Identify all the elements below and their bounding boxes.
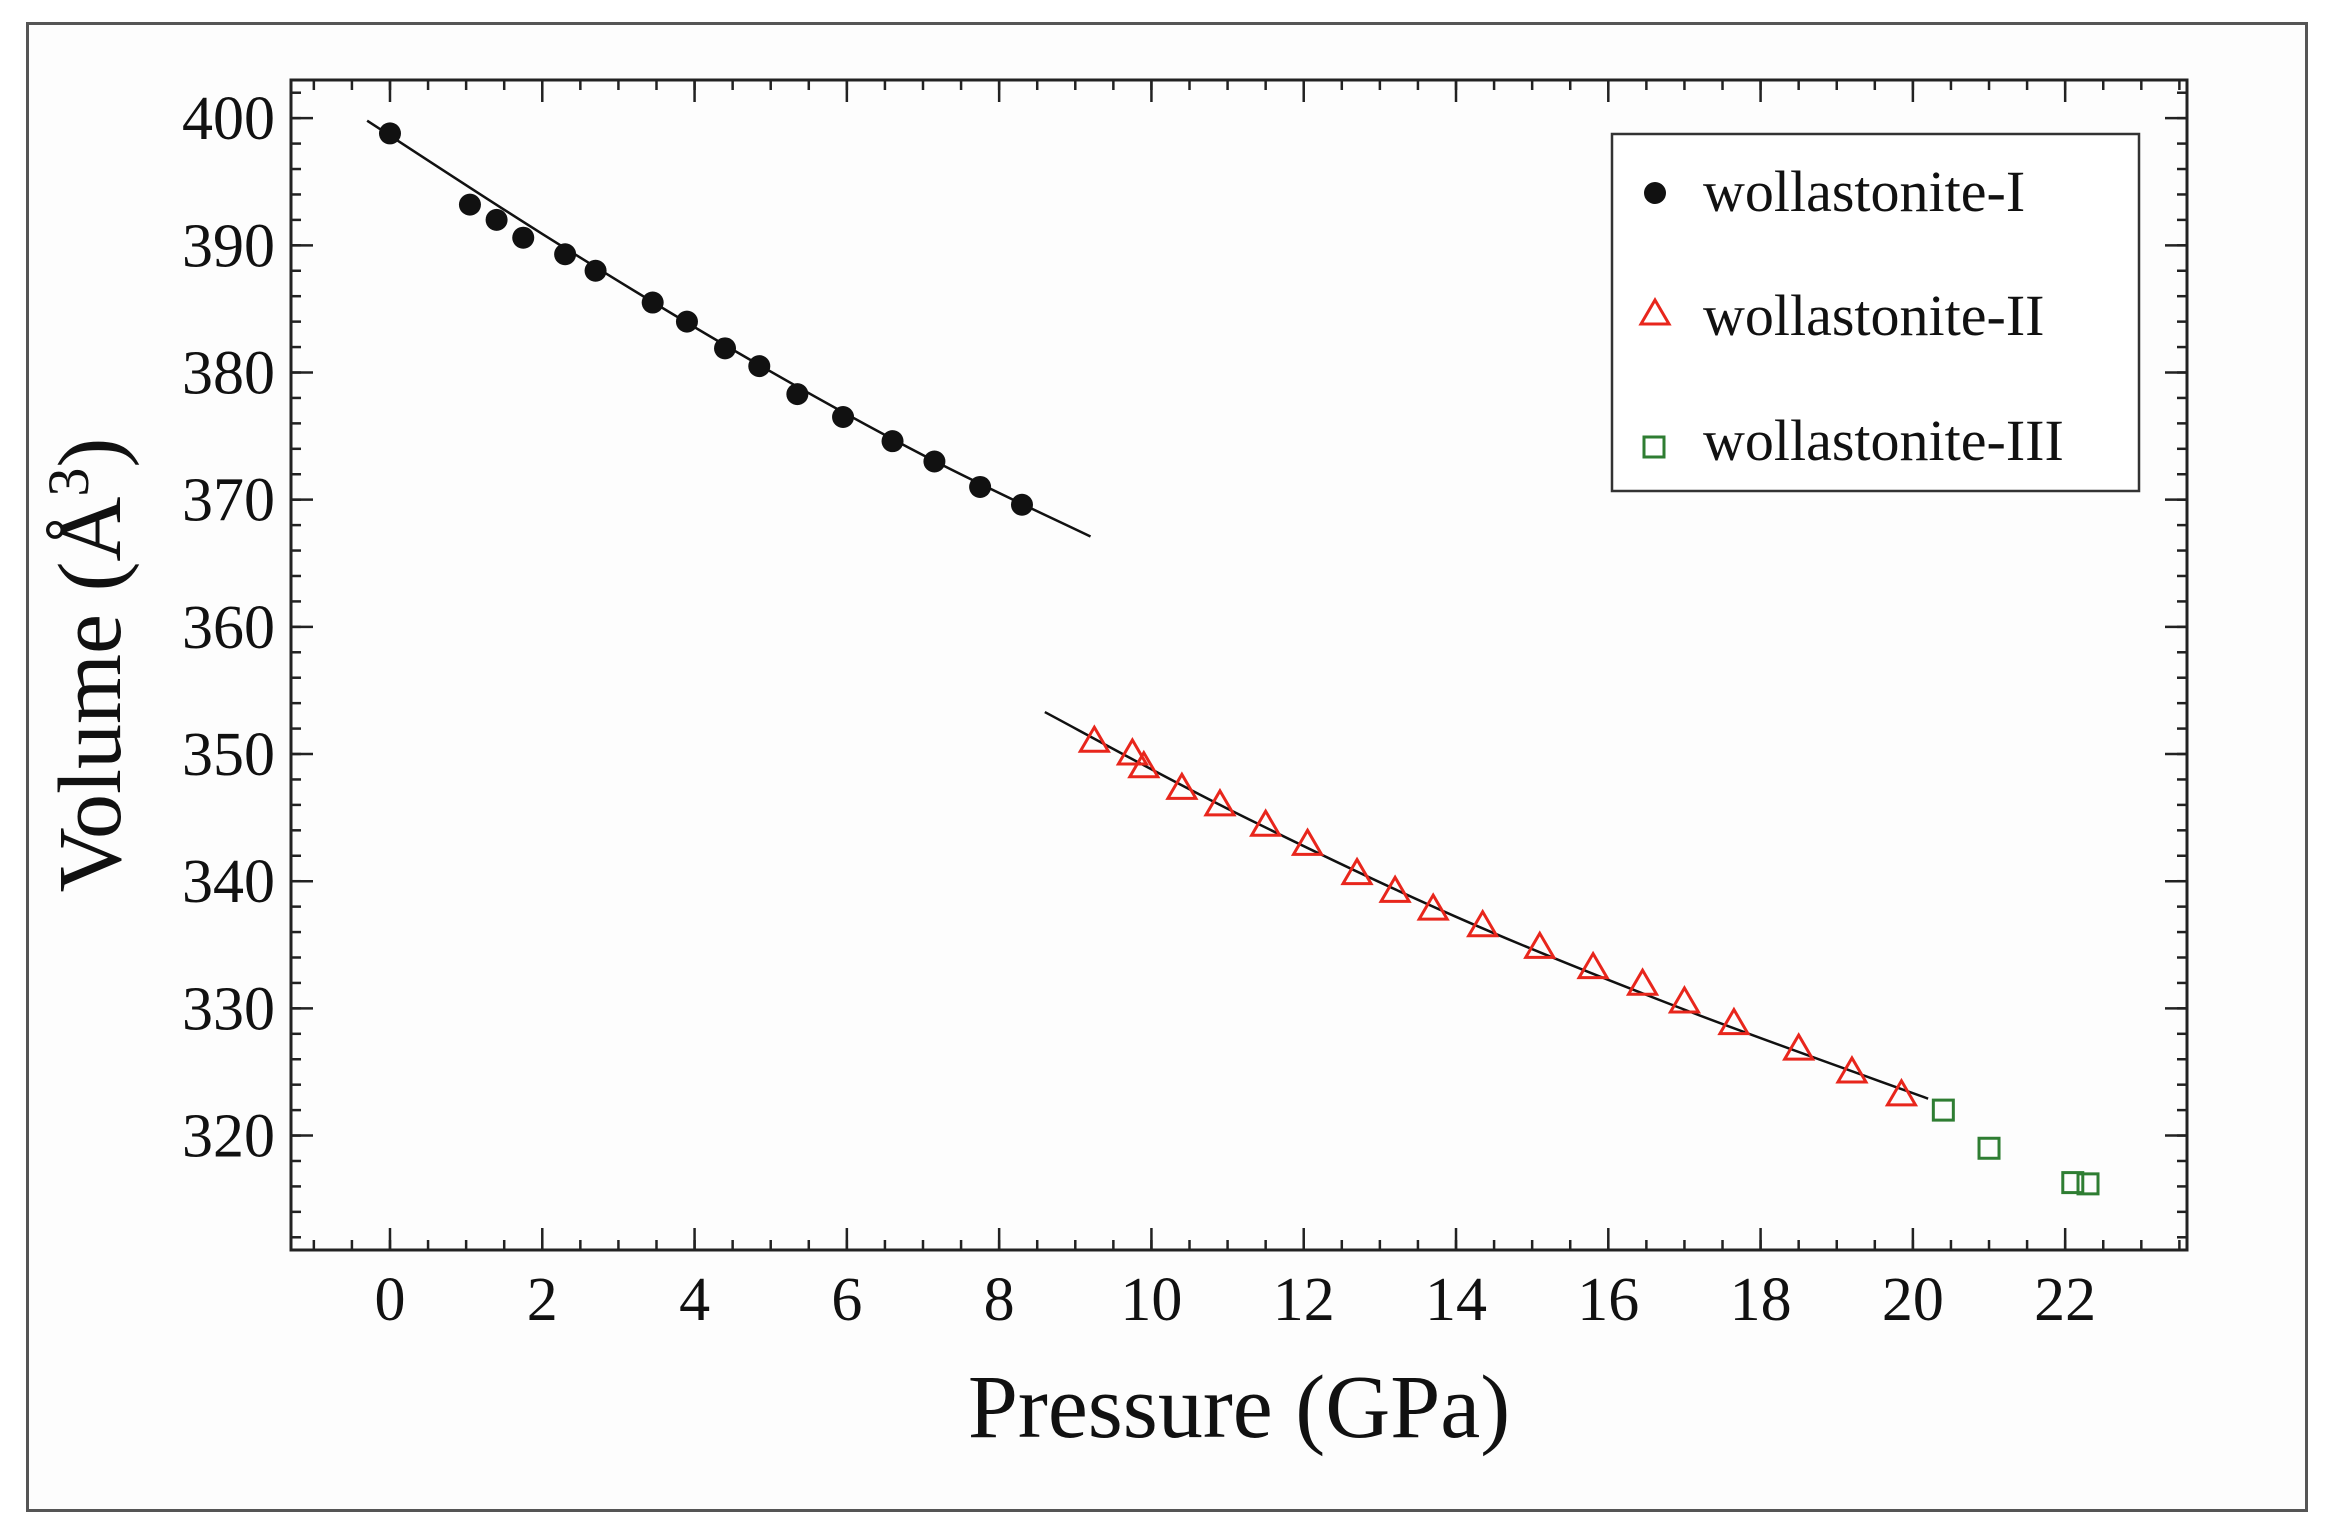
data-point-wollastonite-II <box>1165 771 1199 800</box>
fit-line <box>366 119 1092 538</box>
data-point-wollastonite-II <box>1077 724 1111 753</box>
x-tick-label: 16 <box>1577 1266 1639 1334</box>
data-point-wollastonite-II <box>1466 908 1500 938</box>
data-point-wollastonite-III <box>2061 1171 2085 1195</box>
data-point-wollastonite-I <box>584 259 607 282</box>
data-point-wollastonite-II <box>1115 737 1150 766</box>
legend: wollastonite-I wollastonite-II wollaston… <box>1610 132 2141 493</box>
x-tick-label: 10 <box>1120 1266 1182 1334</box>
data-point-wollastonite-II <box>1717 1006 1751 1036</box>
data-point-wollastonite-II <box>1378 874 1412 903</box>
y-tick-label: 370 <box>182 467 275 535</box>
y-tick-label: 340 <box>182 848 275 916</box>
data-point-wollastonite-I <box>512 226 535 249</box>
y-tick-label: 320 <box>182 1103 275 1171</box>
data-point-wollastonite-I <box>675 310 698 333</box>
x-tick-label: 6 <box>831 1266 862 1334</box>
data-point-wollastonite-II <box>1290 827 1325 856</box>
y-tick-label: 380 <box>182 340 275 408</box>
x-tick-label: 0 <box>374 1266 405 1334</box>
legend-marker-wollastonite-II <box>1638 297 1672 326</box>
data-point-wollastonite-II <box>1416 892 1450 921</box>
y-axis-title-close: ) <box>41 438 140 468</box>
data-point-wollastonite-I <box>485 208 508 231</box>
data-point-wollastonite-III <box>1977 1136 2001 1160</box>
fit-line <box>1044 710 1929 1100</box>
data-point-wollastonite-I <box>832 406 855 429</box>
x-tick-label: 8 <box>984 1266 1015 1334</box>
y-axis-title-main: Volume (Å <box>41 497 140 893</box>
data-point-wollastonite-II <box>1625 967 1660 996</box>
y-tick-label: 360 <box>182 594 275 662</box>
data-point-wollastonite-II <box>1576 950 1610 980</box>
legend-marker-wollastonite-III <box>1642 435 1666 459</box>
x-tick-label: 22 <box>2034 1266 2096 1334</box>
x-tick-label: 18 <box>1730 1266 1792 1334</box>
y-tick-label: 400 <box>182 85 275 153</box>
data-point-wollastonite-I <box>923 450 946 473</box>
legend-marker-wollastonite-I <box>1644 182 1666 204</box>
data-point-wollastonite-I <box>641 291 664 314</box>
data-points <box>378 122 2100 1196</box>
legend-label-wollastonite-II: wollastonite-II <box>1703 283 2044 348</box>
x-tick-label: 4 <box>679 1266 710 1334</box>
legend-label-wollastonite-III: wollastonite-III <box>1703 408 2064 473</box>
data-point-wollastonite-I <box>378 122 401 145</box>
data-point-wollastonite-I <box>1010 493 1033 516</box>
data-point-wollastonite-II <box>1127 749 1161 779</box>
x-tick-label: 20 <box>1882 1266 1944 1334</box>
data-point-wollastonite-I <box>714 337 737 360</box>
data-point-wollastonite-II <box>1835 1054 1869 1084</box>
data-point-wollastonite-I <box>881 430 904 453</box>
data-point-wollastonite-I <box>969 475 992 498</box>
legend-label-wollastonite-I: wollastonite-I <box>1703 159 2025 224</box>
data-point-wollastonite-I <box>458 193 481 216</box>
data-point-wollastonite-II <box>1523 930 1557 959</box>
data-point-wollastonite-I <box>748 355 771 378</box>
data-point-wollastonite-II <box>1884 1077 1919 1107</box>
data-point-wollastonite-I <box>554 243 577 266</box>
data-point-wollastonite-III <box>2076 1172 2100 1196</box>
y-axis-title: Volume (Å3) <box>36 438 140 893</box>
axis-ticks <box>291 80 2187 1250</box>
data-point-wollastonite-II <box>1203 787 1237 817</box>
x-tick-label: 14 <box>1425 1266 1487 1334</box>
plot-area <box>289 78 2189 1252</box>
y-axis-title-superscript: 3 <box>36 468 101 497</box>
x-tick-label: 12 <box>1273 1266 1335 1334</box>
legend-box <box>1610 132 2141 493</box>
x-tick-label: 2 <box>527 1266 558 1334</box>
y-tick-label: 330 <box>182 975 275 1043</box>
data-point-wollastonite-II <box>1667 985 1702 1014</box>
data-point-wollastonite-II <box>1249 808 1283 837</box>
y-tick-label: 390 <box>182 212 275 280</box>
data-point-wollastonite-II <box>1782 1032 1816 1061</box>
data-point-wollastonite-III <box>1931 1098 1955 1122</box>
data-point-wollastonite-I <box>786 383 809 406</box>
data-point-wollastonite-II <box>1340 856 1374 886</box>
y-tick-label: 350 <box>182 721 275 789</box>
x-axis-title: Pressure (GPa) <box>968 1358 1510 1457</box>
axis-tick-labels: 0 2 4 6 8 10 12 14 16 18 20 22 320 330 340 350 360 370 380… <box>182 85 2096 1334</box>
